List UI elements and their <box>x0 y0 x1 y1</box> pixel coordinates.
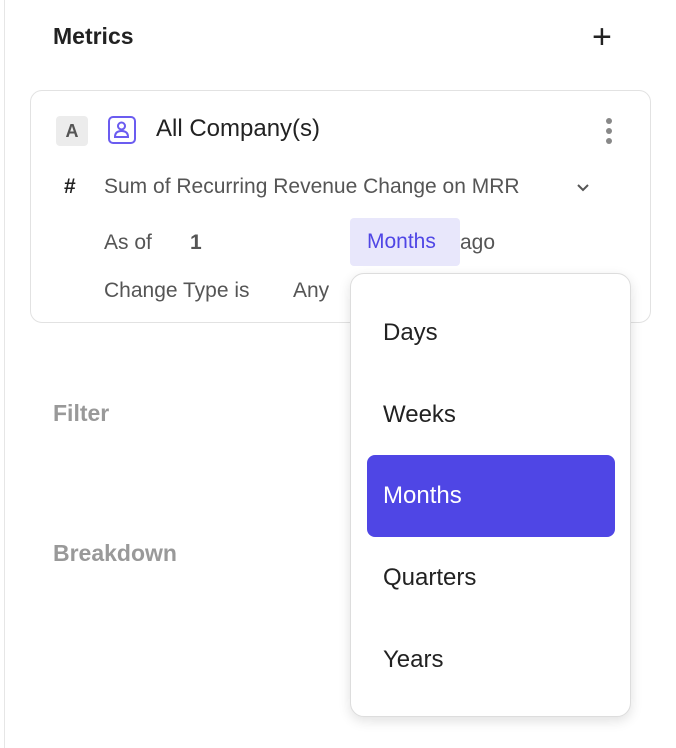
option-months[interactable]: Months <box>367 455 615 537</box>
ago-label: ago <box>460 231 496 254</box>
section-title-metrics: Metrics <box>53 23 134 49</box>
option-quarters[interactable]: Quarters <box>383 564 477 591</box>
entity-selector[interactable]: All Company(s) <box>156 115 321 142</box>
section-title-filter[interactable]: Filter <box>53 400 110 426</box>
unit-dropdown-menu: Days Weeks Months Quarters Years <box>350 273 631 717</box>
as-of-value-input[interactable]: 1 <box>190 231 202 254</box>
option-years[interactable]: Years <box>383 646 444 673</box>
more-vertical-icon[interactable] <box>606 118 614 148</box>
change-type-selector[interactable]: Any <box>293 279 330 302</box>
chevron-down-icon[interactable] <box>575 182 591 194</box>
plus-icon: + <box>592 18 612 56</box>
unit-selector[interactable]: Months <box>350 218 460 266</box>
add-metric-button[interactable]: + <box>592 20 612 54</box>
option-weeks[interactable]: Weeks <box>383 401 456 428</box>
person-icon <box>108 116 136 144</box>
measure-selector[interactable]: Sum of Recurring Revenue Change on MRR <box>104 175 520 198</box>
option-days[interactable]: Days <box>383 319 438 346</box>
number-type-icon: # <box>64 175 76 198</box>
metric-badge: A <box>56 116 88 146</box>
section-title-breakdown[interactable]: Breakdown <box>53 540 177 566</box>
change-type-label: Change Type is <box>104 279 250 302</box>
as-of-label: As of <box>104 231 152 254</box>
panel-divider <box>4 0 5 748</box>
